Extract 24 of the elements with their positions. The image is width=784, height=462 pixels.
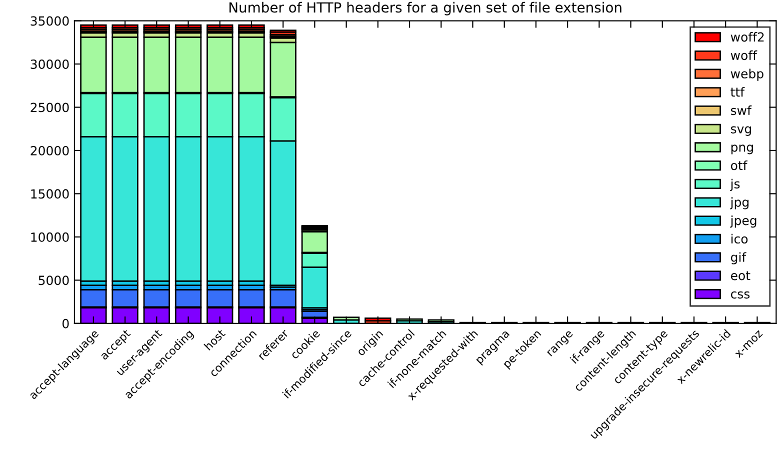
legend-label: gif [730, 252, 746, 264]
legend-label: png [731, 144, 753, 154]
legend-label: otf [730, 160, 748, 170]
y-tick-label: 30000 [30, 59, 69, 69]
legend-label: js [730, 178, 740, 191]
y-tick-label: 25000 [30, 102, 69, 112]
legend-label: ico [731, 234, 748, 244]
legend-label: woff [730, 50, 758, 60]
y-tick-label: 0 [62, 318, 69, 328]
legend-label: jpg [730, 197, 748, 210]
legend-label: css [730, 291, 750, 299]
legend-label: ttf [730, 87, 745, 97]
chart-title: Number of HTTP headers for a given set of file extension [230, 2, 622, 16]
y-tick-label: 5000 [38, 276, 69, 286]
legend-label: svg [730, 126, 751, 136]
y-tick-label: 10000 [31, 232, 69, 242]
legend-label: woff2 [730, 32, 764, 42]
y-tick-label: 20000 [30, 146, 69, 156]
y-tick-label: 15000 [31, 189, 69, 199]
legend-label: swf [730, 105, 752, 116]
legend-label: webp [730, 68, 764, 81]
legend-label: eot [730, 271, 750, 280]
y-tick-label: 35000 [30, 16, 69, 26]
legend-label: jpeg [730, 216, 756, 228]
